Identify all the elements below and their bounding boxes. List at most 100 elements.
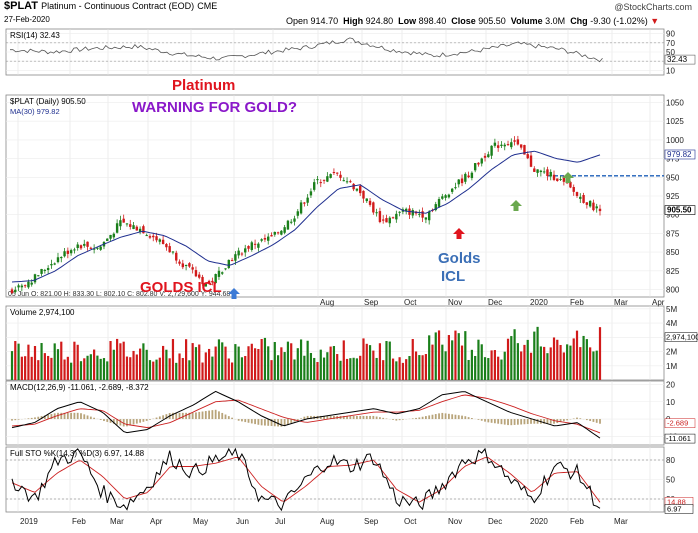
macd-hist-bar (260, 419, 263, 426)
macd-hist-bar (267, 419, 270, 426)
volume-bar (395, 361, 398, 380)
macd-hist-bar (37, 416, 40, 420)
macd-label-2: -11.061 (666, 434, 691, 443)
candle-body (86, 241, 89, 247)
candle-body (441, 196, 444, 199)
volume-bar (14, 341, 17, 380)
volume-bar (572, 338, 575, 380)
candle-body (562, 176, 566, 182)
candle-body (490, 145, 493, 156)
volume-bar (451, 340, 454, 380)
macd-hist-bar (352, 415, 355, 420)
price-x-tick: Sep (364, 298, 379, 307)
x-tick-label: Sep (364, 517, 379, 526)
candle-body (467, 175, 470, 178)
candle-body (418, 213, 421, 215)
x-tick-label: Dec (488, 517, 502, 526)
macd-hist-bar (80, 413, 82, 420)
macd-hist-bar (434, 414, 437, 420)
y-tick-label: 900 (666, 211, 680, 220)
volume-bar (520, 351, 523, 380)
candle-body (329, 174, 332, 178)
macd-hist-bar (500, 419, 503, 425)
volume-bar (30, 356, 33, 380)
candle-body (483, 155, 487, 158)
volume-bar (116, 338, 119, 380)
volume-bar (267, 346, 270, 380)
macd-hist-bar (395, 419, 398, 421)
volume-bar (556, 339, 559, 380)
candle-body (592, 202, 595, 211)
volume-bar (480, 344, 483, 380)
candle-body (89, 247, 93, 249)
candle-body (76, 244, 79, 248)
candle-body (270, 235, 273, 237)
macd-hist-bar (116, 419, 119, 425)
volume-bar (280, 347, 283, 380)
rsi-title: RSI(14) 32.43 (10, 31, 60, 40)
panel-frame-macd (5, 380, 665, 446)
volume-bar (339, 360, 342, 380)
macd-hist-bar (438, 413, 440, 420)
volume-bar (408, 356, 411, 380)
candle-body (161, 239, 165, 245)
volume-bar (477, 339, 480, 380)
candle-body (575, 192, 579, 196)
volume-bar (96, 355, 99, 380)
volume-bar (365, 343, 368, 380)
volume-bar (93, 349, 96, 380)
candle-body (33, 274, 37, 283)
macd-hist-bar (493, 419, 496, 424)
candle-body (234, 254, 237, 261)
candle-body (480, 158, 483, 164)
volume-bar (497, 356, 500, 380)
volume-bar (221, 342, 224, 380)
volume-bar (47, 355, 50, 380)
symbol: $PLAT (4, 0, 39, 12)
volume-bar (33, 345, 37, 380)
y-tick-label: 10 (666, 398, 675, 407)
candle-body (542, 171, 546, 173)
macd-label-1: -2.689 (667, 419, 688, 428)
candle-body (145, 235, 148, 237)
volume-bar (286, 341, 290, 380)
candle-body (79, 245, 83, 249)
volume-bar (533, 331, 536, 380)
volume-bar (372, 350, 375, 380)
candle-body (194, 270, 198, 277)
volume-bar (299, 339, 303, 380)
macd-hist-bar (270, 419, 273, 427)
macd-hist-bar (411, 418, 414, 420)
volume-bar (513, 329, 516, 380)
candle-body (115, 223, 119, 233)
macd-hist-bar (11, 419, 13, 421)
volume-bar (493, 350, 496, 380)
macd-hist-bar (431, 414, 434, 420)
macd-hist-bar (451, 414, 454, 420)
arrow-up-blue-icon (228, 288, 240, 299)
macd-hist-bar (283, 419, 286, 427)
volume-bar (50, 357, 53, 380)
candle-body (378, 211, 382, 223)
macd-hist-bar (585, 419, 588, 421)
macd-hist-bar (530, 419, 532, 424)
ma-value-box (664, 149, 696, 160)
macd-hist-bar (310, 415, 312, 420)
macd-hist-bar (40, 416, 43, 420)
volume-bar (516, 343, 519, 380)
y-tick-label: 1M (666, 362, 677, 371)
volume-bar (181, 358, 184, 380)
macd-hist-bar (441, 412, 444, 420)
volume-bar (106, 361, 109, 380)
candle-body (487, 154, 490, 158)
macd-hist-bar (497, 419, 500, 424)
volume-bar (303, 355, 306, 380)
volume-bar (102, 358, 106, 380)
candle-body (500, 144, 503, 146)
macd-hist-bar (142, 419, 145, 422)
volume-bar (428, 335, 431, 380)
candle-body (152, 235, 155, 238)
volume-bar (526, 339, 529, 380)
volume-bar (579, 347, 582, 380)
